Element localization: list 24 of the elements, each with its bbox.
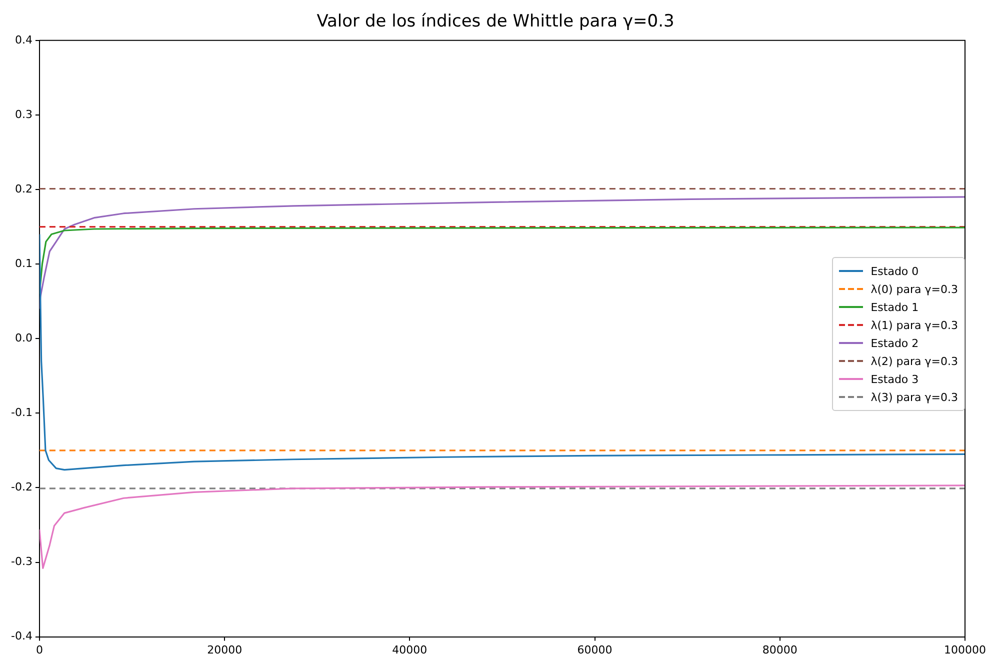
x-tick-label: 100000 xyxy=(944,643,986,656)
legend-label: Estado 3 xyxy=(870,372,919,386)
x-tick-label: 80000 xyxy=(762,643,798,656)
y-tick-label: 0.2 xyxy=(14,182,32,196)
chart-title: Valor de los índices de Whittle para γ=0.3 xyxy=(316,12,674,32)
y-tick-label: -0.3 xyxy=(10,555,32,568)
y-tick-label: 0.1 xyxy=(14,256,32,270)
legend-label: λ(0) para γ=0.3 xyxy=(870,282,958,296)
legend-label: λ(3) para γ=0.3 xyxy=(870,390,958,404)
y-tick-label: 0.4 xyxy=(14,33,32,46)
legend-label: Estado 0 xyxy=(870,264,919,278)
y-tick-label: 0.3 xyxy=(14,108,32,121)
legend-label: λ(2) para γ=0.3 xyxy=(870,354,958,368)
x-tick-label: 20000 xyxy=(207,643,242,656)
legend-label: Estado 2 xyxy=(870,336,919,350)
y-tick-label: -0.2 xyxy=(10,480,32,494)
x-tick-label: 0 xyxy=(36,643,43,656)
y-tick-label: -0.1 xyxy=(10,406,32,420)
y-tick-label: -0.4 xyxy=(10,630,32,643)
legend-label: Estado 1 xyxy=(870,300,919,314)
x-tick-label: 60000 xyxy=(577,643,612,656)
y-tick-label: 0.0 xyxy=(14,331,32,344)
legend-label: λ(1) para γ=0.3 xyxy=(870,318,958,332)
x-tick-label: 40000 xyxy=(392,643,428,656)
